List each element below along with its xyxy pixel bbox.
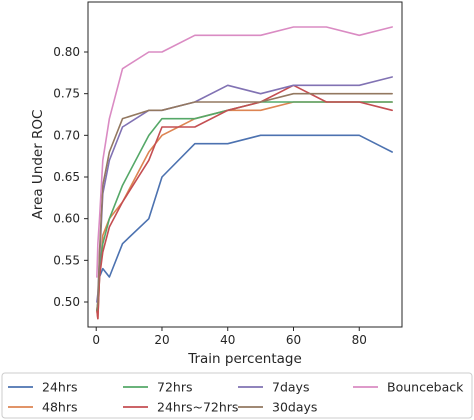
legend-items: 24hrs 72hrs 7days Bounceback 48hrs 24hrs~72hr… — [8, 380, 464, 415]
legend-label: Bounceback — [387, 380, 464, 395]
y-axis-ticks: 0.50 0.55 0.60 0.65 0.70 0.75 0.80 — [53, 45, 88, 309]
y-tick-label: 0.80 — [53, 45, 80, 59]
series-line-0 — [96, 134, 393, 312]
x-tick-label: 40 — [220, 333, 235, 347]
legend-label: 48hrs — [42, 400, 77, 415]
series-line-3 — [96, 84, 393, 320]
x-axis-ticks: 0 20 40 60 80 — [92, 327, 367, 347]
y-tick-label: 0.60 — [53, 212, 80, 226]
axes-frame — [87, 1, 403, 328]
legend-label: 24hrs — [42, 380, 77, 395]
plot-area: 0 20 40 60 80 0.50 0.55 0.60 0.65 0.70 0.75 0.80 — [53, 1, 403, 347]
x-tick-label: 80 — [352, 333, 367, 347]
series-line-2 — [96, 101, 393, 312]
x-tick-label: 0 — [92, 333, 100, 347]
y-tick-label: 0.55 — [53, 253, 80, 267]
x-tick-label: 20 — [154, 333, 169, 347]
series-line-1 — [96, 101, 393, 320]
series-line-5 — [96, 92, 393, 312]
x-axis-label: Train percentage — [187, 351, 302, 367]
series-line-6 — [96, 26, 393, 278]
y-tick-label: 0.70 — [53, 128, 80, 142]
legend-box — [1, 372, 473, 419]
legend-label: 7days — [272, 380, 309, 395]
legend-label: 24hrs~72hrs — [157, 400, 238, 415]
legend-label: 30days — [272, 400, 317, 415]
y-tick-label: 0.50 — [53, 295, 80, 309]
y-tick-label: 0.65 — [53, 170, 80, 184]
legend-label: 72hrs — [157, 380, 192, 395]
y-tick-label: 0.75 — [53, 87, 80, 101]
x-tick-label: 60 — [286, 333, 301, 347]
series-lines — [96, 26, 393, 320]
y-axis-label: Area Under ROC — [30, 110, 46, 220]
legend: 24hrs 72hrs 7days Bounceback 48hrs 24hrs~72hr… — [1, 372, 473, 419]
